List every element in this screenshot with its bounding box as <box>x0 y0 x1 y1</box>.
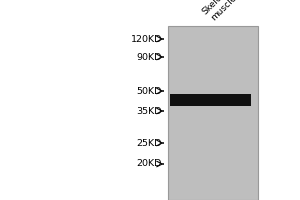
Text: 120KD: 120KD <box>130 34 162 44</box>
Text: 25KD: 25KD <box>136 138 162 148</box>
Text: 20KD: 20KD <box>136 160 162 168</box>
Text: 35KD: 35KD <box>136 107 162 116</box>
Text: Skeletal
muscle: Skeletal muscle <box>201 0 240 24</box>
Bar <box>168 26 258 200</box>
Bar <box>170 94 250 106</box>
Text: 90KD: 90KD <box>136 52 162 62</box>
Text: 50KD: 50KD <box>136 86 162 96</box>
